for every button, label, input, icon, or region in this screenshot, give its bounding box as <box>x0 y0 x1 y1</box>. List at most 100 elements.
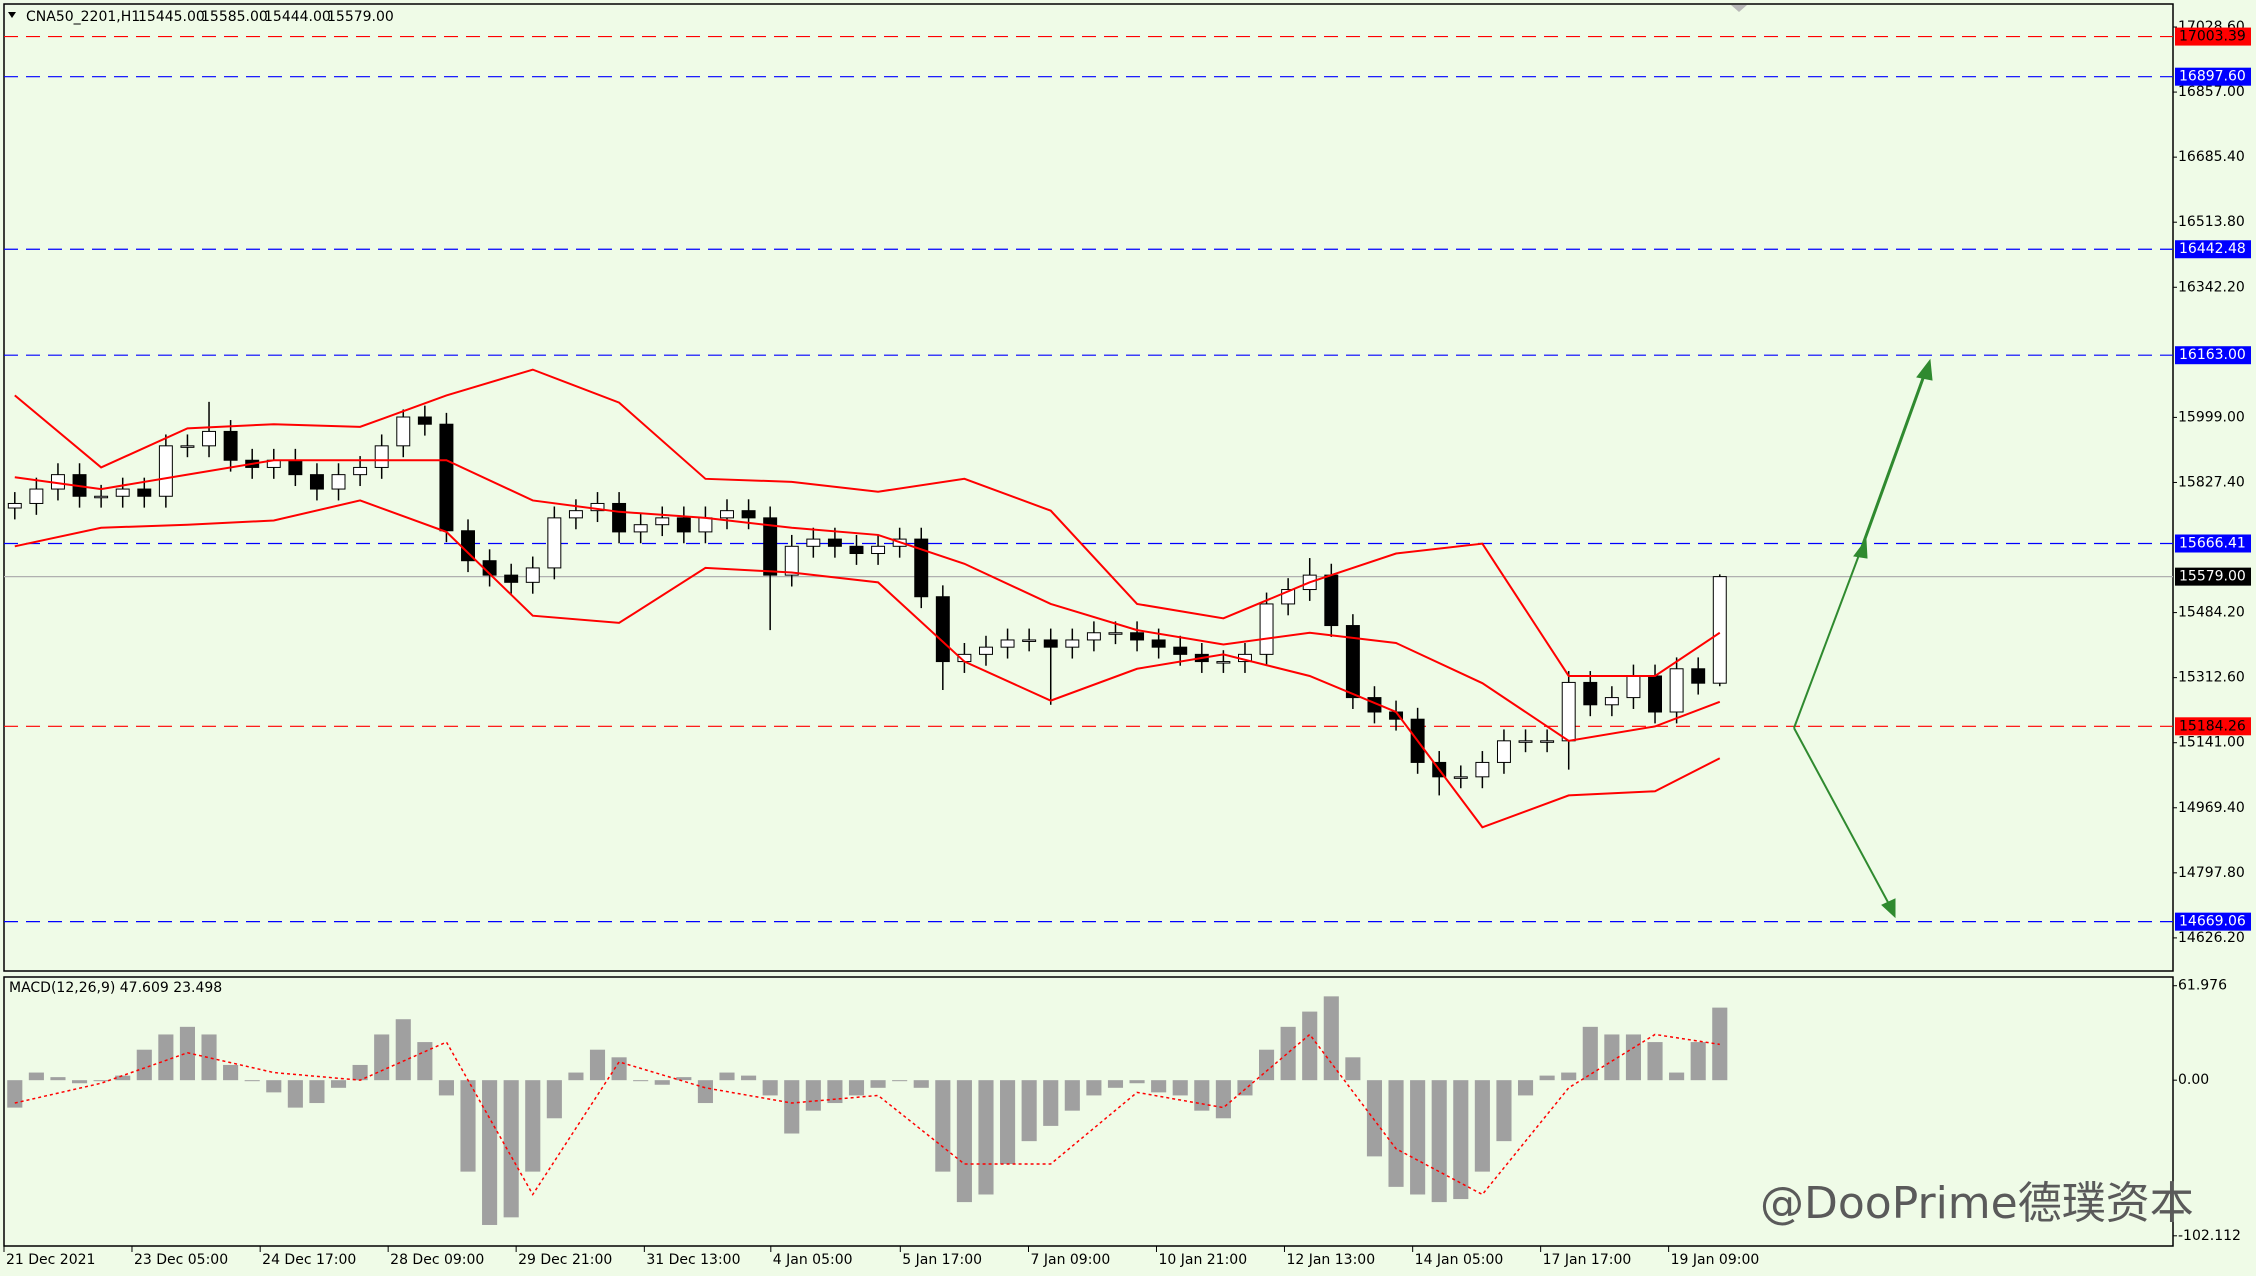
level-label: 16897.60 <box>2179 69 2246 85</box>
candle-body <box>1022 639 1037 642</box>
macd-bar <box>719 1072 735 1081</box>
candle-body <box>633 524 648 533</box>
y-tick-label: 16342.20 <box>2178 279 2245 295</box>
level-label: 15666.41 <box>2179 535 2246 551</box>
level-label: 17003.39 <box>2179 29 2246 45</box>
candle-body <box>979 646 993 655</box>
candle-body <box>439 423 454 532</box>
macd-bar <box>697 1080 713 1104</box>
candle-body <box>720 510 734 519</box>
candle-body <box>396 416 411 447</box>
macd-bar <box>546 1080 562 1119</box>
candle-body <box>612 502 627 533</box>
header-value: 15579.00 <box>327 9 394 25</box>
candle-body <box>784 545 799 576</box>
macd-bar <box>1366 1080 1383 1157</box>
x-tick-label: 28 Dec 09:00 <box>390 1252 484 1268</box>
candle-body <box>1626 675 1641 699</box>
macd-bar <box>1431 1080 1447 1203</box>
macd-bar <box>589 1049 606 1081</box>
candle-body <box>1130 632 1145 641</box>
candle-body <box>827 538 842 547</box>
panel-menu-icon <box>8 12 16 18</box>
level-label: 14669.06 <box>2179 914 2246 930</box>
macd-bar <box>1690 1042 1706 1081</box>
candle-body <box>525 567 540 583</box>
macd-bar <box>266 1080 282 1093</box>
arrow-head <box>1881 898 1896 919</box>
candle-body <box>94 495 109 499</box>
candle-body <box>806 538 821 547</box>
macd-bar <box>1194 1080 1210 1111</box>
macd-bar <box>525 1080 541 1172</box>
y-tick-label: 14797.80 <box>2178 865 2245 881</box>
level-label: 15184.26 <box>2179 718 2246 734</box>
macd-bar <box>1280 1026 1296 1081</box>
candle-body <box>353 466 368 476</box>
x-tick-label: 10 Jan 21:00 <box>1158 1252 1247 1268</box>
bollinger-middle <box>14 459 1721 742</box>
x-tick-label: 21 Dec 2021 <box>6 1252 95 1268</box>
macd-bar <box>417 1042 433 1081</box>
candle-body <box>568 510 583 519</box>
bollinger-lower <box>14 499 1721 829</box>
macd-bar <box>1539 1075 1555 1081</box>
level-label-box <box>2175 534 2251 553</box>
candle-body <box>676 517 691 533</box>
macd-bar <box>827 1080 843 1104</box>
candle-body <box>1043 639 1058 648</box>
arrow-line <box>1793 727 1891 907</box>
level-label: 16163.00 <box>2179 347 2246 363</box>
macd-bar <box>1453 1080 1469 1200</box>
candle-body <box>309 474 324 490</box>
x-tick-label: 23 Dec 05:00 <box>134 1252 228 1268</box>
macd-bar <box>1107 1080 1124 1088</box>
macd-bar <box>1000 1080 1016 1165</box>
macd-bar <box>460 1080 476 1172</box>
shift-marker <box>1731 5 1747 12</box>
macd-bar <box>136 1049 152 1081</box>
candle-body <box>1065 639 1080 648</box>
level-label-box <box>2175 567 2251 586</box>
macd-bar <box>1647 1042 1663 1081</box>
macd-bar <box>1669 1072 1685 1081</box>
level-label-box <box>2175 27 2251 46</box>
macd-bar <box>1086 1080 1102 1096</box>
y-tick-label: 15312.60 <box>2178 670 2245 686</box>
macd-bar <box>978 1080 994 1195</box>
candle-body <box>1216 661 1231 664</box>
y-tick-label: 16857.00 <box>2178 84 2245 100</box>
macd-bar <box>287 1080 303 1108</box>
candle-body <box>417 416 432 425</box>
candle-body <box>7 502 22 509</box>
candle-body <box>547 517 562 569</box>
macd-bar <box>1172 1080 1188 1096</box>
x-tick-label: 14 Jan 05:00 <box>1415 1252 1504 1268</box>
marks: CNA50_2201,H115445.0015585.0015444.00155… <box>3 9 2251 1268</box>
candle-body <box>374 445 389 468</box>
level-label-box <box>2175 346 2251 365</box>
macd-bar <box>913 1080 929 1088</box>
y-tick-label: 16685.40 <box>2178 149 2245 165</box>
y-tick-label: 14626.20 <box>2178 930 2245 946</box>
macd-bar <box>1043 1080 1059 1126</box>
candle-body <box>1475 761 1490 778</box>
macd-bar <box>1517 1080 1534 1096</box>
macd-bar <box>1388 1080 1404 1187</box>
level-label: 16442.48 <box>2179 241 2246 257</box>
macd-bar <box>1323 996 1339 1081</box>
indicator-title: MACD(12,26,9) 47.609 23.498 <box>9 980 222 996</box>
macd-bar <box>115 1075 131 1081</box>
macd-bar <box>1302 1011 1318 1081</box>
candle-body <box>914 538 929 598</box>
macd-bar <box>330 1080 347 1088</box>
macd-bar <box>28 1072 44 1081</box>
candle-body <box>1496 740 1511 763</box>
macd-bar <box>1237 1080 1253 1096</box>
x-tick-label: 7 Jan 09:00 <box>1031 1252 1111 1268</box>
macd-bar <box>1604 1034 1620 1081</box>
forecast-arrows <box>1793 358 1933 919</box>
candle-body <box>158 445 173 497</box>
watermark: @DooPrime德璞资本 <box>1760 1178 2194 1229</box>
